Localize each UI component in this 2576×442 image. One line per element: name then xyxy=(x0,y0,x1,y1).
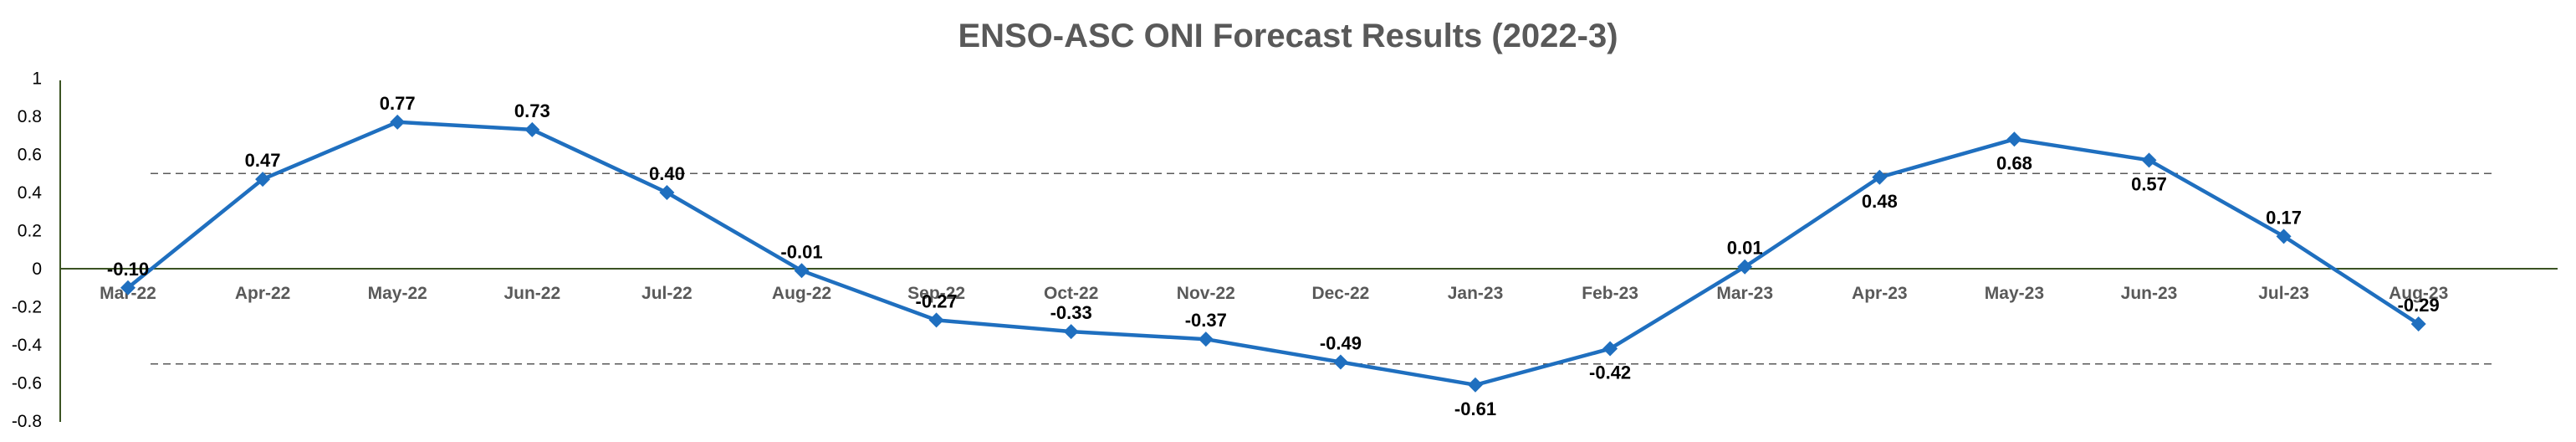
x-tick-label: Aug-22 xyxy=(772,284,831,303)
data-point-marker xyxy=(1872,169,1888,185)
y-tick-label: 0.6 xyxy=(18,146,42,165)
y-tick-label: -0.6 xyxy=(12,374,42,393)
data-label: -0.29 xyxy=(2398,295,2440,316)
x-tick-labels: Mar-22Apr-22May-22Jun-22Jul-22Aug-22Sep-… xyxy=(100,284,2448,303)
data-label: 0.57 xyxy=(2131,173,2167,194)
x-tick-label: Apr-22 xyxy=(235,284,291,303)
x-tick-label: May-23 xyxy=(1985,284,2044,303)
data-label: 0.01 xyxy=(1727,238,1763,259)
data-label: 0.48 xyxy=(1862,191,1898,212)
x-tick-label: Jul-22 xyxy=(641,284,693,303)
y-tick-label: -0.8 xyxy=(12,412,42,431)
data-label: 0.40 xyxy=(649,163,685,184)
data-point-marker xyxy=(928,312,944,328)
data-label: -0.42 xyxy=(1589,362,1631,383)
data-label: -0.27 xyxy=(916,290,958,311)
data-label: -0.10 xyxy=(107,259,149,280)
data-point-marker xyxy=(1602,341,1618,357)
x-tick-label: May-22 xyxy=(368,284,427,303)
chart-title: ENSO-ASC ONI Forecast Results (2022-3) xyxy=(958,18,1618,54)
data-label: 0.73 xyxy=(514,100,550,121)
data-point-marker xyxy=(1198,332,1214,347)
y-tick-label: 0.4 xyxy=(18,183,43,203)
data-label: -0.49 xyxy=(1320,332,1362,353)
y-tick-label: 0.8 xyxy=(18,107,42,126)
y-tick-label: -0.2 xyxy=(12,298,42,317)
data-point-marker xyxy=(659,185,675,200)
y-tick-label: 0 xyxy=(32,260,42,279)
x-tick-label: Jul-23 xyxy=(2258,284,2309,303)
data-point-marker xyxy=(390,114,406,130)
data-label: 0.47 xyxy=(245,150,281,171)
y-tick-labels: -0.8 -0.6 -0.4 -0.2 0 0.2 0.4 0.6 0.8 1 xyxy=(12,69,43,432)
data-point-marker xyxy=(524,121,540,137)
x-tick-label: Jan-23 xyxy=(1448,284,1504,303)
x-tick-label: Aug-23 xyxy=(2389,284,2448,303)
data-label: 0.68 xyxy=(1996,152,2032,173)
data-label: 0.77 xyxy=(380,93,416,114)
data-point-marker xyxy=(1737,259,1753,275)
data-point-marker xyxy=(2276,229,2292,244)
data-labels: -0.10 0.47 0.77 0.73 0.40 -0.01 -0.27 -0.33 -0.3… xyxy=(107,93,2440,419)
data-point-marker xyxy=(1063,324,1079,340)
x-tick-label: Jun-22 xyxy=(503,284,560,303)
x-tick-label: Mar-23 xyxy=(1716,284,1773,303)
data-point-marker xyxy=(2141,152,2157,168)
y-tick-label: 0.2 xyxy=(18,222,42,241)
data-label: -0.37 xyxy=(1185,310,1227,331)
data-label: -0.61 xyxy=(1454,398,1496,419)
data-label: -0.33 xyxy=(1050,302,1092,323)
reference-lines xyxy=(151,172,2497,365)
x-tick-label: Oct-22 xyxy=(1044,284,1098,303)
data-point-marker xyxy=(1332,354,1348,370)
data-point-marker xyxy=(794,263,810,279)
x-tick-label: Nov-22 xyxy=(1177,284,1235,303)
data-point-marker xyxy=(2410,316,2426,332)
data-label: -0.01 xyxy=(780,241,822,262)
data-point-marker xyxy=(120,280,135,296)
data-label: 0.17 xyxy=(2266,207,2302,228)
series-polyline xyxy=(126,120,2420,388)
data-point-marker xyxy=(1468,377,1483,393)
axes xyxy=(59,80,2558,422)
data-point-marker xyxy=(255,172,271,188)
y-tick-label: 1 xyxy=(32,69,42,89)
y-tick-label: -0.4 xyxy=(12,336,43,355)
data-points xyxy=(120,114,2426,393)
x-tick-label: Sep-22 xyxy=(907,284,965,303)
x-tick-label: Dec-22 xyxy=(1311,284,1369,303)
data-point-marker xyxy=(2006,131,2022,147)
x-tick-label: Feb-23 xyxy=(1582,284,1638,303)
x-tick-label: Jun-23 xyxy=(2121,284,2178,303)
x-tick-label: Apr-23 xyxy=(1852,284,1908,303)
series-line xyxy=(126,120,2420,388)
